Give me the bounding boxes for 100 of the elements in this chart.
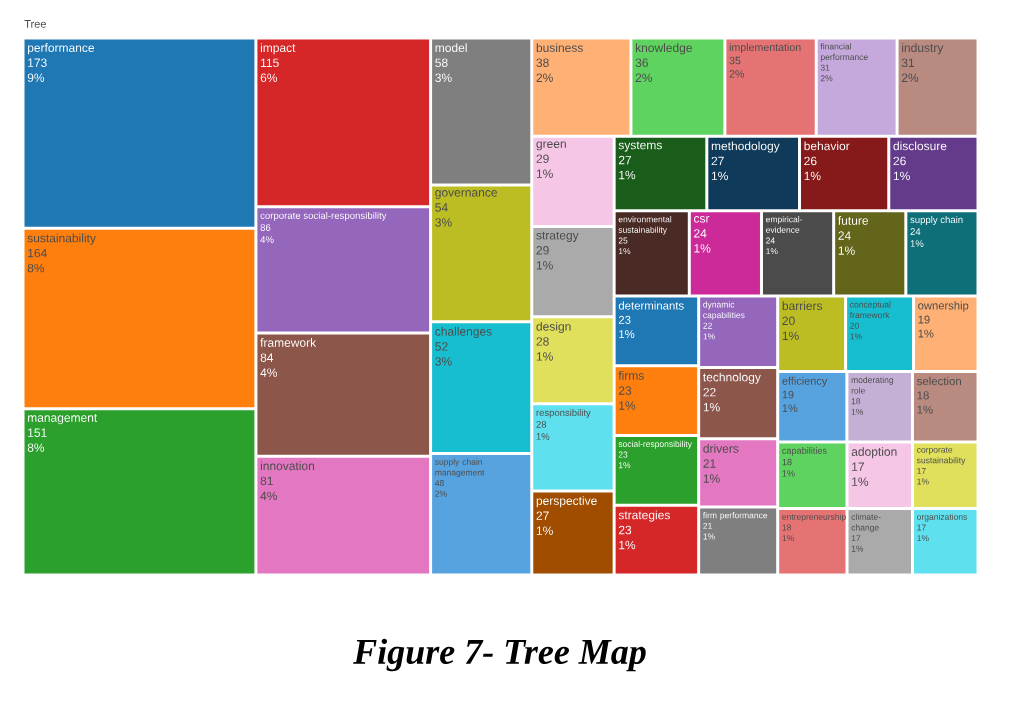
category-label: entrepreneurship [782, 513, 846, 522]
category-label: supply chain management [435, 458, 485, 478]
text: 1% [703, 402, 720, 412]
text: 1% [850, 333, 862, 340]
text: 2% [820, 75, 833, 82]
data-label: 29 [536, 154, 549, 163]
data-label: 22 [703, 322, 712, 329]
category-label: future [838, 216, 868, 225]
text: 1% [766, 248, 778, 255]
text: 3% [435, 357, 452, 366]
category-label: financial performance [820, 43, 868, 62]
text: 1% [851, 408, 864, 415]
data-label: 115 [261, 58, 279, 67]
data-label: 36 [635, 58, 648, 67]
category-label: adoption [851, 447, 897, 459]
text: 8% [27, 263, 45, 273]
category-label: environmental sustainability [618, 216, 672, 235]
category-label: climate-change [851, 513, 881, 533]
text: 1% [804, 171, 821, 181]
text: 1% [917, 405, 933, 414]
data-label: 24 [766, 237, 775, 244]
text: 1% [782, 535, 794, 542]
text: 1% [619, 540, 636, 550]
text: 1% [910, 240, 924, 247]
text: 1% [703, 333, 715, 340]
text: 2% [536, 73, 553, 82]
data-label: 31 [901, 58, 915, 67]
text: 1% [703, 474, 720, 483]
data-label: 17 [917, 524, 926, 531]
category-label: sustainability [27, 233, 96, 245]
data-label: 151 [28, 428, 47, 437]
category-label: green [536, 141, 566, 151]
data-label: 18 [782, 524, 791, 531]
data-label: 173 [28, 58, 47, 67]
data-label: 18 [782, 458, 792, 466]
data-label: 27 [618, 155, 632, 165]
text: 1% [918, 329, 934, 338]
category-label: knowledge [635, 43, 692, 55]
category-label: corporate social-responsibility [260, 211, 387, 221]
data-label: 20 [850, 322, 859, 329]
data-label: 27 [711, 156, 724, 166]
text: 4% [260, 236, 274, 243]
data-label: 31 [820, 64, 830, 71]
category-label: challenges [435, 326, 492, 339]
text: 1% [917, 478, 929, 485]
text: 1% [703, 533, 715, 540]
data-label: 52 [435, 342, 448, 351]
category-label: technology [703, 372, 761, 384]
category-label: supply chain [910, 216, 963, 225]
data-label: 18 [917, 391, 929, 400]
text: 1% [536, 526, 553, 535]
text: 4% [260, 491, 278, 501]
text: Tree [24, 20, 46, 28]
text: 1% [619, 401, 636, 410]
data-label: 54 [435, 203, 448, 212]
category-label: model [435, 43, 467, 52]
text: 1% [893, 171, 910, 181]
category-label: empirical-evidence [766, 216, 803, 233]
text: 1% [536, 261, 553, 270]
data-label: 28 [536, 337, 549, 346]
data-label: 26 [804, 156, 817, 166]
data-label: 29 [536, 246, 549, 255]
category-label: perspective [536, 496, 597, 508]
data-label: 58 [435, 58, 448, 67]
text: 1% [619, 170, 636, 180]
data-label: 23 [618, 525, 632, 535]
text: 1% [782, 470, 795, 477]
text: 4% [260, 368, 278, 377]
category-label: firm performance [702, 512, 768, 520]
text: 1% [711, 171, 728, 181]
data-label: 18 [851, 398, 861, 405]
category-label: methodology [711, 141, 780, 153]
data-label: 23 [618, 451, 628, 458]
data-label: 164 [28, 248, 47, 258]
text: 1% [782, 404, 798, 413]
category-label: corporate sustainability [916, 447, 966, 465]
text: 1% [619, 330, 635, 339]
data-label: 81 [260, 476, 273, 486]
data-label: 20 [782, 316, 795, 326]
data-label: 19 [918, 315, 930, 324]
data-label: 17 [917, 468, 926, 474]
data-label: 48 [434, 480, 444, 487]
category-label: management [28, 414, 98, 425]
category-label: firms [618, 371, 644, 380]
category-label: strategies [618, 510, 670, 522]
category-label: selection [916, 376, 961, 386]
data-label: 26 [893, 156, 906, 166]
data-label: 24 [838, 231, 851, 240]
text: 3% [435, 218, 452, 227]
data-label: 23 [618, 315, 631, 324]
text: 1% [536, 169, 553, 178]
category-label: impact [260, 43, 296, 55]
category-label: governance [435, 190, 497, 200]
text: 2% [435, 490, 447, 497]
text: 8% [27, 443, 45, 452]
category-label: strategy [536, 231, 579, 242]
data-label: 17 [852, 462, 864, 471]
category-label: csr [694, 216, 710, 223]
data-label: 35 [729, 56, 741, 65]
category-label: responsibility [536, 409, 591, 418]
